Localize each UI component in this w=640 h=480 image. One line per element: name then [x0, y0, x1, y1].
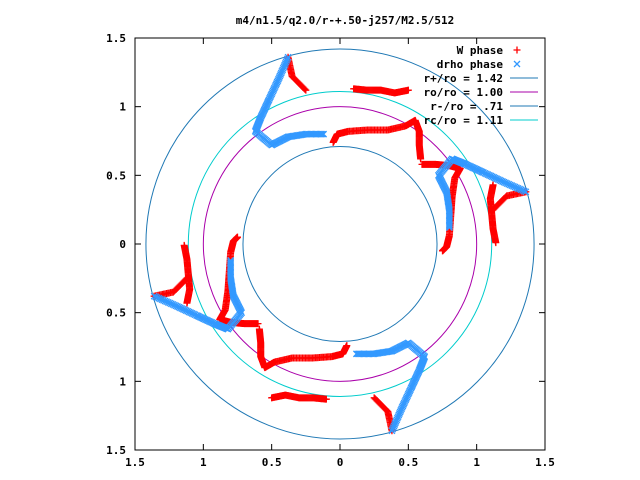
legend-label: rc/ro = 1.11: [424, 114, 504, 127]
w-phase-point: [183, 274, 191, 282]
y-tick-label: 0: [119, 238, 126, 251]
y-tick-label: 0.5: [106, 307, 126, 320]
drho-phase-point: [227, 257, 235, 264]
x-tick-label: 1.5: [125, 456, 145, 469]
circle-0: [145, 48, 535, 440]
reference-circles: [145, 48, 535, 440]
drho-phase-point: [317, 130, 325, 138]
w-phase-point: [350, 85, 358, 93]
y-tick-label: 1: [119, 101, 126, 114]
drho-phase-point: [445, 222, 453, 230]
drho-phase-point: [445, 221, 453, 229]
x-tick-label: 1: [473, 456, 480, 469]
w-phase-point: [371, 395, 379, 403]
drho-phase-point: [227, 258, 235, 266]
w-phase-point: [254, 320, 262, 328]
chart-title: m4/n1.5/q2.0/r-+.50-j257/M2.5/512: [236, 14, 455, 27]
legend-label: ro/ro = 1.00: [424, 86, 503, 99]
w-phase-point: [255, 325, 263, 333]
w-phase-point: [301, 85, 309, 93]
data-points: [150, 53, 530, 435]
w-phase-point: [417, 155, 425, 163]
circle-2: [242, 145, 438, 343]
drho-phase-point: [352, 350, 360, 358]
w-phase-point: [180, 241, 188, 249]
x-tick-label: 0.5: [398, 456, 418, 469]
drho-phase-point: [354, 350, 362, 358]
w-phase-point: [322, 395, 330, 403]
legend-label: r+/ro = 1.42: [424, 72, 503, 85]
w-phase-point: [182, 275, 190, 283]
y-tick-label: 1: [119, 375, 126, 388]
x-tick-label: 1: [200, 456, 207, 469]
y-tick-label: 0.5: [106, 169, 126, 182]
drho-phase-point: [227, 259, 235, 267]
x-tick-label: 0.5: [262, 456, 282, 469]
w-phase-point: [370, 394, 378, 402]
circle-1: [202, 106, 478, 382]
circle-3: [187, 91, 493, 397]
x-tick-label: 1.5: [535, 456, 555, 469]
y-tick-label: 1.5: [106, 444, 126, 457]
x-tick-label: 0: [337, 456, 344, 469]
drho-phase-point: [320, 130, 328, 138]
w-phase-point: [490, 205, 498, 213]
drho-phase-point: [513, 60, 521, 68]
legend-label: drho phase: [437, 58, 504, 71]
legend-label: r-/ro = .71: [430, 100, 503, 113]
legend-label: W phase: [457, 44, 504, 57]
w-phase-point: [489, 206, 497, 214]
drho-phase-point: [318, 130, 326, 138]
w-phase-point: [492, 239, 500, 247]
drho-phase-point: [445, 224, 453, 231]
w-phase-point: [302, 86, 310, 94]
drho-phase-point: [355, 350, 363, 358]
w-phase-point: [418, 160, 426, 168]
w-phase-point: [513, 46, 521, 54]
y-tick-label: 1.5: [106, 32, 126, 45]
